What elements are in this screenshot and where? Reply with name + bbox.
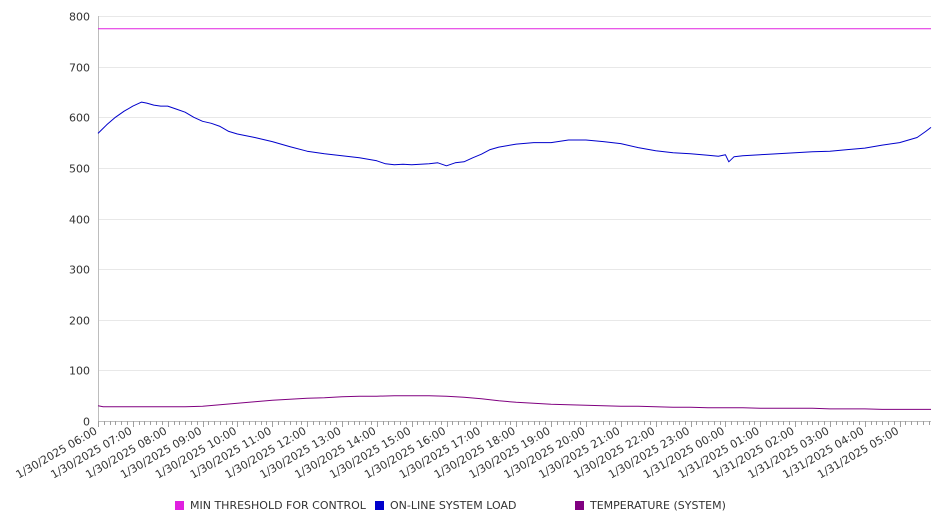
legend-swatch-temperature — [575, 501, 584, 510]
x-tick-labels: 1/30/2025 06:001/30/2025 07:001/30/2025 … — [14, 424, 901, 481]
legend-label-system-load: ON-LINE SYSTEM LOAD — [390, 499, 517, 512]
series-line-2 — [97, 395, 931, 410]
legend-label-min-threshold: MIN THRESHOLD FOR CONTROL — [190, 499, 366, 512]
y-tick-labels: 0 100 200 300 400 500 600 700 800 — [69, 11, 90, 429]
series-line-1 — [97, 101, 932, 167]
legend-item-temperature[interactable]: TEMPERATURE (SYSTEM) — [575, 499, 726, 512]
y-tick-label-600: 600 — [69, 112, 90, 125]
legend-item-min-threshold[interactable]: MIN THRESHOLD FOR CONTROL — [175, 499, 366, 512]
y-tick-label-0: 0 — [83, 416, 90, 429]
y-tick-label-200: 200 — [69, 315, 90, 328]
grid-lines — [98, 16, 931, 371]
y-tick-label-400: 400 — [69, 214, 90, 227]
legend-swatch-min-threshold — [175, 501, 184, 510]
legend: MIN THRESHOLD FOR CONTROL ON-LINE SYSTEM… — [0, 496, 946, 518]
series-lines — [97, 28, 932, 410]
y-tick-label-300: 300 — [69, 264, 90, 277]
y-tick-label-800: 800 — [69, 11, 90, 24]
y-tick-label-100: 100 — [69, 365, 90, 378]
legend-item-system-load[interactable]: ON-LINE SYSTEM LOAD — [375, 499, 516, 512]
axes — [98, 16, 931, 427]
y-tick-label-500: 500 — [69, 163, 90, 176]
legend-swatch-system-load — [375, 501, 384, 510]
y-tick-label-700: 700 — [69, 62, 90, 75]
legend-label-temperature: TEMPERATURE (SYSTEM) — [590, 499, 726, 512]
